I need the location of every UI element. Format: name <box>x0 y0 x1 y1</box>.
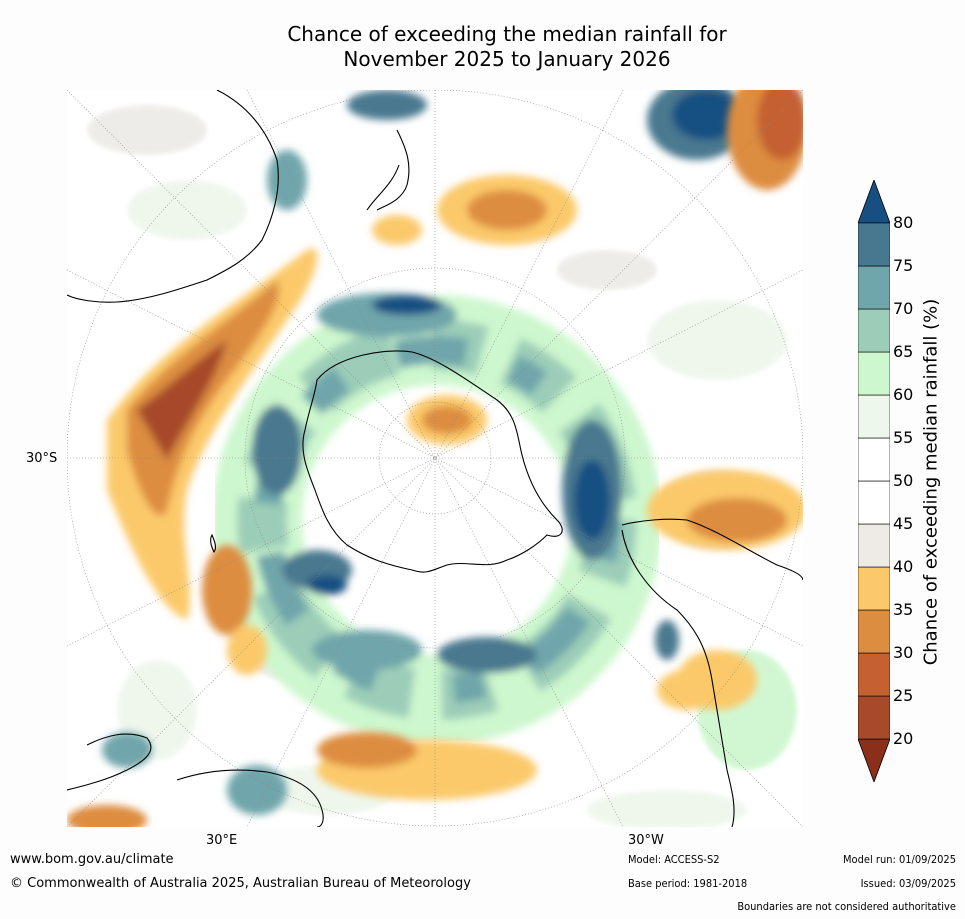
title-line-2: November 2025 to January 2026 <box>343 47 671 71</box>
colorbar-tick-label: 55 <box>893 428 914 447</box>
new-zealand-coast <box>366 129 410 211</box>
title-line-1: Chance of exceeding the median rainfall … <box>287 22 727 46</box>
footer-copyright: © Commonwealth of Australia 2025, Austra… <box>10 876 471 891</box>
colorbar-tick-label: 35 <box>893 600 914 619</box>
footer-disclaimer: Boundaries are not considered authoritat… <box>737 900 956 913</box>
footer-issued: Issued: 03/09/2025 <box>860 877 956 890</box>
africa-coast <box>67 733 324 827</box>
australia-coast <box>67 90 279 303</box>
colorbar-segment <box>858 652 890 697</box>
lon-label-30w: 30°W <box>628 833 664 848</box>
colorbar-tick-label: 75 <box>893 256 914 275</box>
colorbar-segment <box>858 351 890 396</box>
colorbar-segment <box>858 437 890 482</box>
footer-base-period: Base period: 1981-2018 <box>628 877 748 890</box>
footer-model: Model: ACCESS-S2 <box>628 853 720 866</box>
colorbar-tick-label: 20 <box>893 729 914 748</box>
colorbar-extend-top <box>858 180 890 224</box>
colorbar-segment <box>858 308 890 353</box>
colorbar-segment <box>858 265 890 310</box>
colorbar-tick-label: 80 <box>893 213 914 232</box>
footer-model-run: Model run: 01/09/2025 <box>843 853 956 866</box>
background-pattern <box>87 105 797 827</box>
colorbar-extend-bottom <box>858 738 890 782</box>
coastlines <box>67 90 803 827</box>
colorbar-tick-label: 50 <box>893 471 914 490</box>
footer-url: www.bom.gov.au/climate <box>10 852 174 867</box>
colorbar-segment <box>858 566 890 611</box>
colorbar-segment <box>858 222 890 267</box>
colorbar-tick-label: 30 <box>893 643 914 662</box>
graticule <box>67 90 803 827</box>
colorbar-segment <box>858 480 890 525</box>
colorbar-tick-label: 70 <box>893 299 914 318</box>
wet-ring <box>212 293 662 745</box>
colorbar-segment <box>858 609 890 654</box>
colorbar-tick-label: 45 <box>893 514 914 533</box>
colorbar <box>858 180 890 782</box>
madagascar-coast <box>209 533 217 554</box>
dry-regions <box>67 90 803 827</box>
colorbar-tick-label: 40 <box>893 557 914 576</box>
colorbar-segment <box>858 394 890 439</box>
lat-label-30s: 30°S <box>26 451 58 466</box>
colorbar-segment <box>858 523 890 568</box>
chart-title: Chance of exceeding the median rainfall … <box>66 22 948 72</box>
colorbar-segment <box>858 695 890 740</box>
antarctica-coast <box>302 350 563 573</box>
colorbar-tick-label: 60 <box>893 385 914 404</box>
lon-label-30e: 30°E <box>206 833 238 848</box>
colorbar-tick-label: 25 <box>893 686 914 705</box>
south-america-coast <box>621 518 803 827</box>
rainfall-probability-map <box>67 90 803 827</box>
colorbar-tick-label: 65 <box>893 342 914 361</box>
